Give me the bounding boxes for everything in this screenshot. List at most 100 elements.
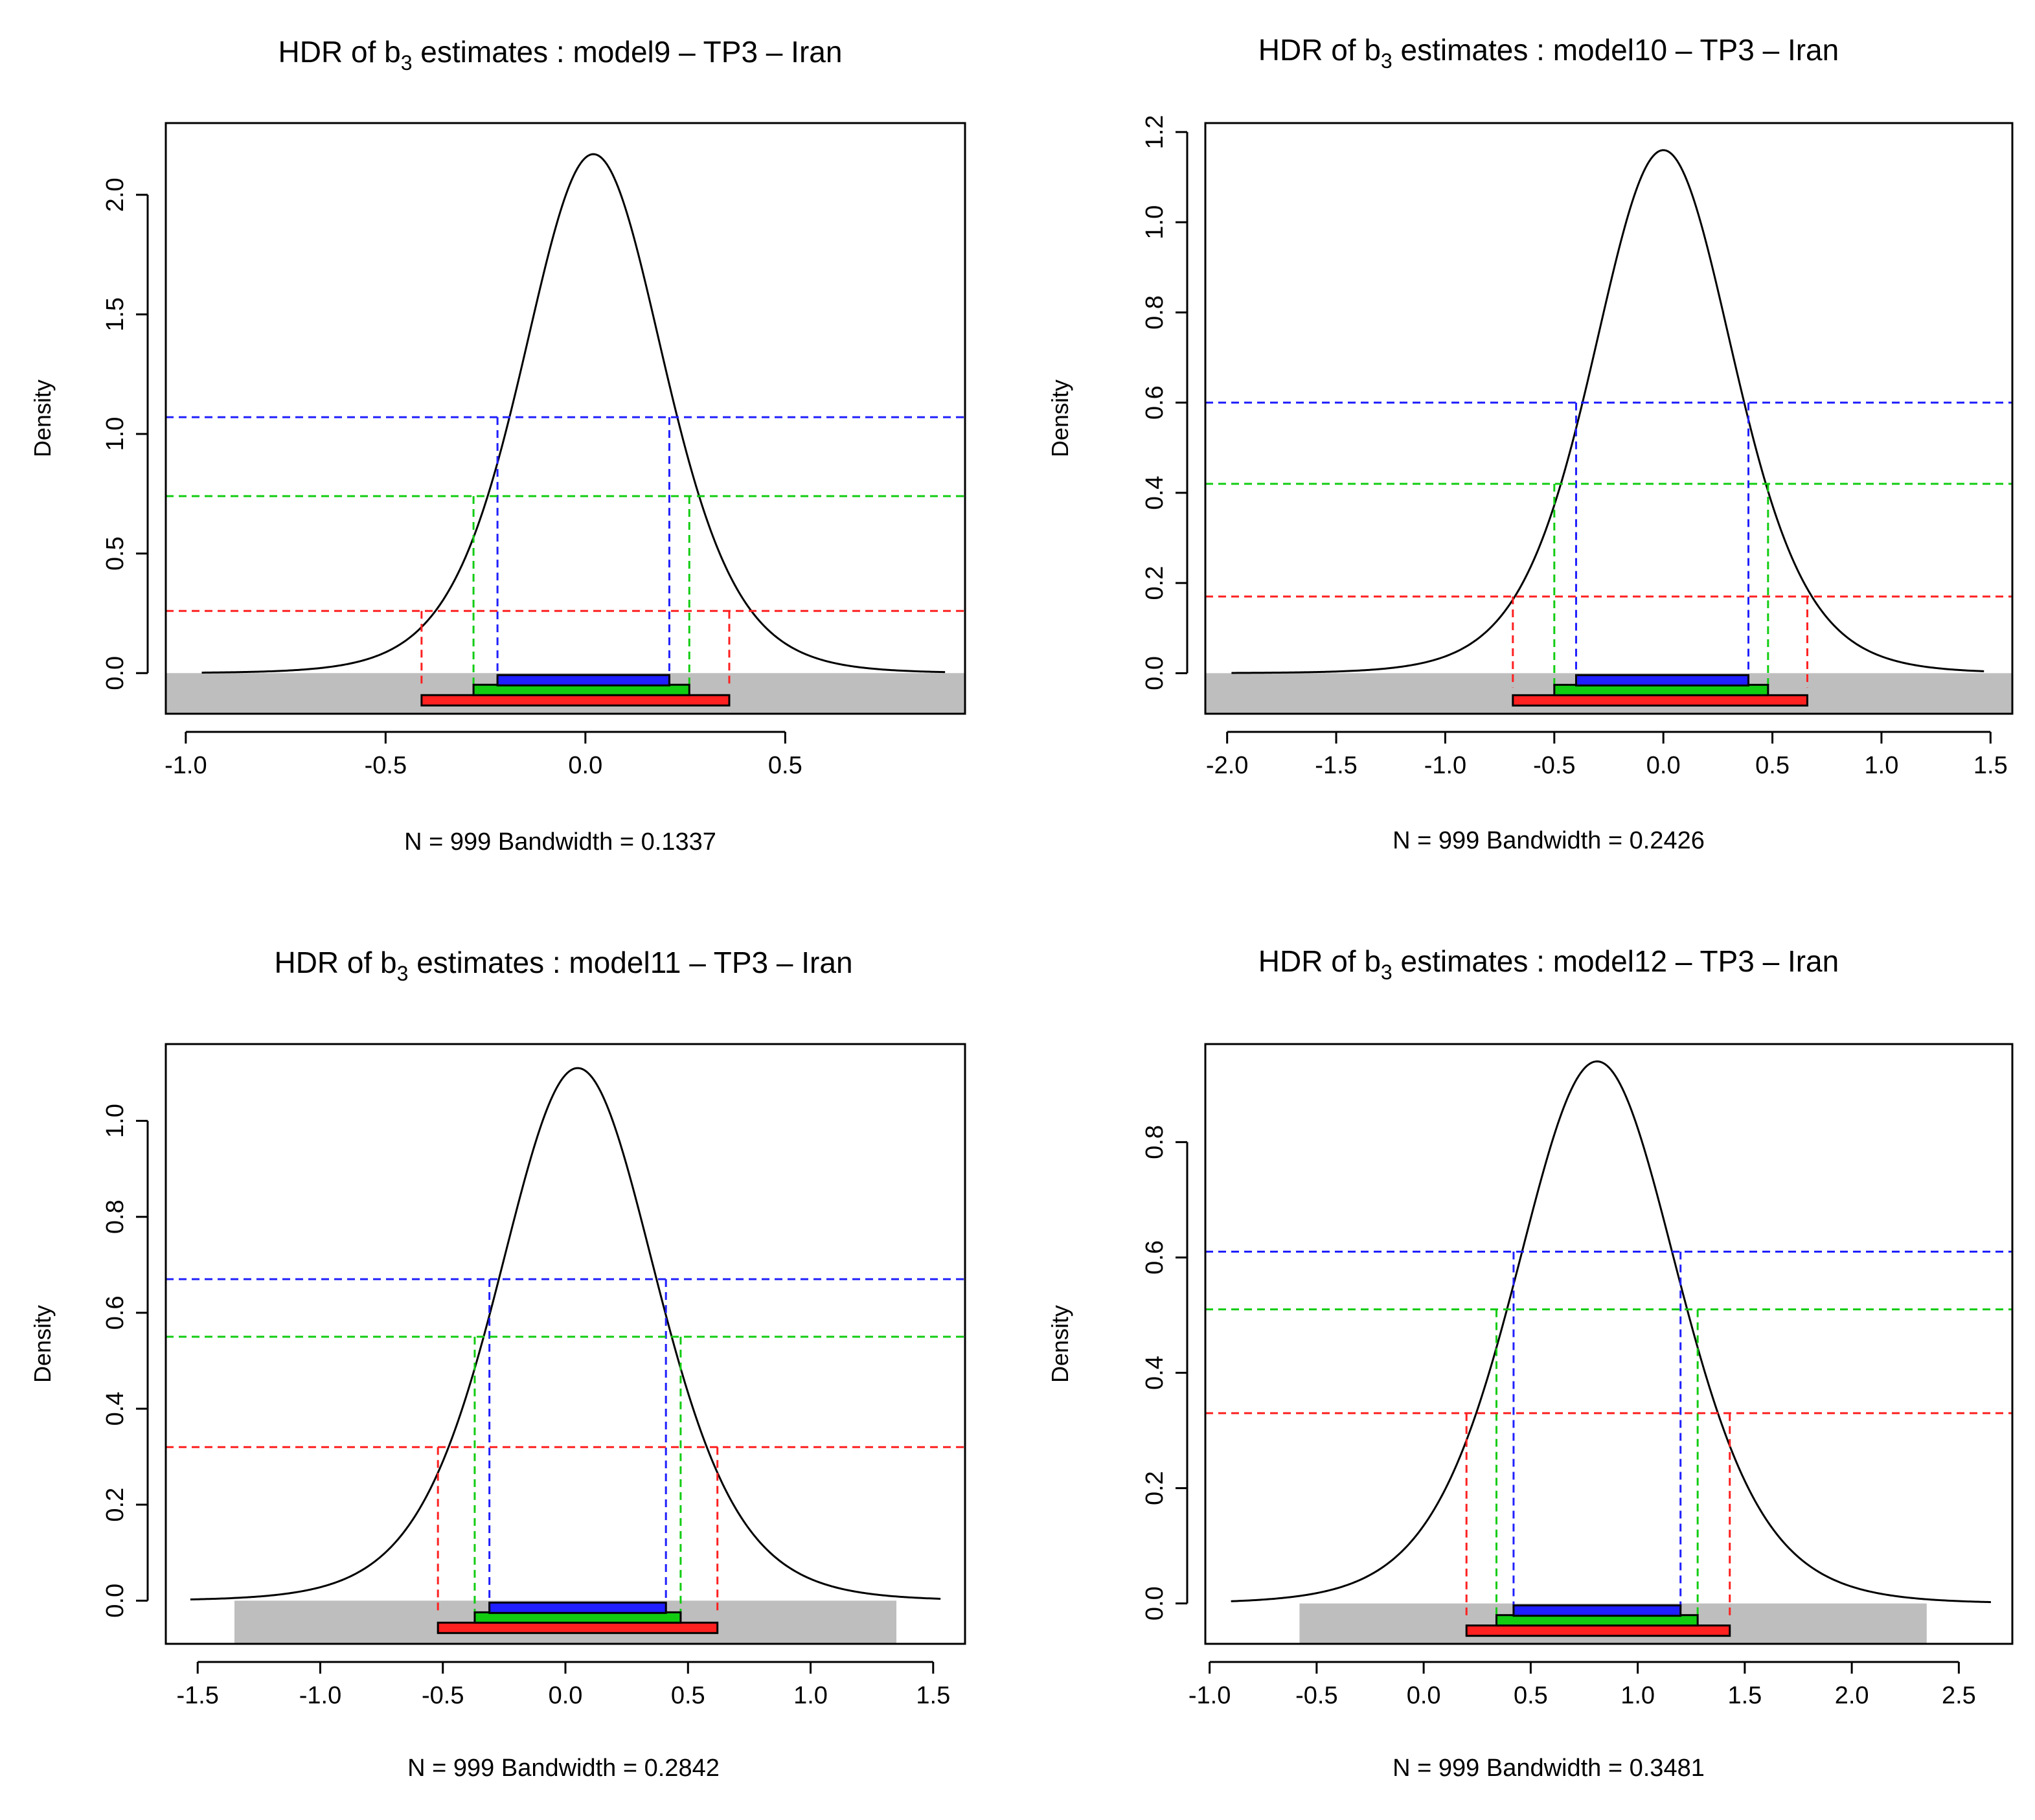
chart-title-subscript: 3	[397, 962, 409, 985]
y-tick-label: 0.6	[1141, 385, 1168, 420]
x-tick-label: -1.0	[165, 752, 207, 779]
chart-title-suffix: estimates : model12 – TP3 – Iran	[1393, 944, 1839, 978]
x-axis: -1.5 -1.0 -0.5 0.0 0.5 1.0 1.5	[176, 1661, 950, 1709]
y-tick-label: 0.8	[102, 1200, 129, 1234]
x-axis-label: N = 999 Bandwidth = 0.1337	[404, 828, 716, 856]
chart-svg: -1.0 -0.5 0.0 0.5 1.0 1.5 2.0 2.50.00.20.40.60.…	[1047, 944, 2014, 1782]
y-axis: 0.0 0.2 0.4 0.6 0.8	[1141, 1125, 1188, 1621]
y-tick-label: 0.5	[102, 536, 129, 571]
density-curve	[190, 1067, 941, 1600]
x-axis: -1.0 -0.5 0.0 0.5 1.0 1.5 2.0 2.5	[1188, 1661, 1976, 1709]
y-axis: 0.0 0.2 0.4 0.6 0.8 1.0	[102, 1104, 149, 1618]
y-axis-label: Density	[29, 1305, 56, 1383]
plot-area	[166, 1067, 965, 1644]
y-tick-label: 2.0	[102, 177, 129, 212]
chart-title-suffix: estimates : model9 – TP3 – Iran	[413, 35, 843, 69]
chart-title-subscript: 3	[1381, 49, 1393, 73]
hdr-99-bar	[1512, 694, 1808, 707]
y-tick-label: 0.6	[1141, 1240, 1168, 1275]
hdr-50-bar	[1575, 674, 1750, 687]
x-tick-label: 0.0	[549, 1682, 583, 1709]
y-tick-label: 0.4	[102, 1392, 129, 1426]
y-tick-label: 0.8	[1141, 1125, 1168, 1159]
x-tick-label: -0.5	[365, 752, 407, 779]
plot-frame	[165, 122, 966, 715]
y-tick-label: 1.2	[1141, 115, 1168, 150]
panel-model11: -1.5 -1.0 -0.5 0.0 0.5 1.0 1.5 0.0 0.2 0.4 0.6 0.8 1…	[0, 910, 1018, 1820]
chart-title-subscript: 3	[401, 51, 413, 74]
hdr-50-bar	[496, 674, 670, 687]
density-curve	[1231, 149, 1984, 674]
x-tick-label: 1.0	[1865, 752, 1899, 779]
density-curve	[201, 153, 946, 674]
y-tick-label: 0.0	[102, 656, 129, 690]
x-tick-label: 0.0	[1407, 1682, 1441, 1709]
hdr-99-bar	[437, 1621, 719, 1634]
chart-svg: -2.0 -1.5 -1.0 -0.5 0.0 0.5 1.0 1.5 0.0 0.2 0.4 0.6…	[1047, 33, 2014, 854]
y-tick-label: 0.4	[1141, 1356, 1168, 1390]
chart-title-prefix: HDR of b	[1258, 944, 1381, 978]
plot-frame	[1204, 1043, 2014, 1645]
x-tick-label: -1.5	[1315, 752, 1357, 779]
x-tick-label: 1.5	[1727, 1682, 1762, 1709]
y-axis-label: Density	[29, 380, 56, 457]
x-axis-label: N = 999 Bandwidth = 0.3481	[1393, 1755, 1705, 1782]
chart-title-prefix: HDR of b	[279, 35, 401, 69]
plot-frame	[1204, 122, 2014, 715]
x-axis-label: N = 999 Bandwidth = 0.2842	[407, 1755, 720, 1782]
y-tick-label: 0.0	[102, 1584, 129, 1618]
plot-frame	[165, 1043, 966, 1645]
y-tick-label: 0.4	[1141, 475, 1168, 510]
hdr-50-bar	[488, 1601, 667, 1614]
y-axis-label: Density	[1047, 380, 1073, 457]
x-tick-label: -1.0	[1188, 1682, 1231, 1709]
panel-model12: -1.0 -0.5 0.0 0.5 1.0 1.5 2.0 2.5 0.0 0.2 0.4 0.6 0.…	[1018, 910, 2035, 1820]
x-axis-label: N = 999 Bandwidth = 0.2426	[1393, 827, 1705, 854]
y-tick-label: 0.0	[1141, 1586, 1168, 1621]
plot-area	[1205, 149, 2012, 714]
chart-title: HDR of b3 estimates : model10 – TP3 – Ir…	[1258, 33, 1839, 73]
x-tick-label: 2.5	[1942, 1682, 1976, 1709]
y-tick-label: 0.2	[1141, 1471, 1168, 1505]
plot-area	[1205, 1060, 2012, 1644]
y-axis: 0.0 0.5 1.0 1.5 2.0	[102, 177, 149, 690]
y-tick-label: 1.0	[102, 1104, 129, 1138]
y-tick-label: 0.6	[102, 1295, 129, 1330]
x-tick-label: -0.5	[1295, 1682, 1337, 1709]
x-tick-label: -0.5	[1533, 752, 1575, 779]
chart-title-prefix: HDR of b	[1258, 33, 1381, 67]
x-tick-label: -1.0	[1424, 752, 1466, 779]
x-tick-label: 0.0	[568, 752, 602, 779]
chart-svg: -1.5 -1.0 -0.5 0.0 0.5 1.0 1.5 0.0 0.2 0.4 0.6 0.8 1…	[29, 946, 966, 1782]
y-tick-label: 0.2	[1141, 566, 1168, 600]
x-tick-label: -2.0	[1206, 752, 1248, 779]
x-tick-label: -0.5	[422, 1682, 464, 1709]
y-tick-label: 0.0	[1141, 656, 1168, 690]
x-tick-label: 0.5	[768, 752, 802, 779]
x-tick-label: 1.5	[916, 1682, 950, 1709]
x-tick-label: 1.0	[793, 1682, 828, 1709]
x-tick-label: 2.0	[1835, 1682, 1869, 1709]
plot-area	[166, 153, 965, 714]
chart-title: HDR of b3 estimates : model9 – TP3 – Ira…	[279, 35, 843, 74]
panel-model9: -1.0 -0.5 0.0 0.5 0.0 0.5 1.0 1.5 2.0 Density HDR …	[0, 0, 1018, 910]
y-tick-label: 0.2	[102, 1488, 129, 1522]
chart-title-suffix: estimates : model11 – TP3 – Iran	[408, 946, 852, 979]
y-tick-label: 1.0	[1141, 205, 1168, 240]
x-tick-label: 1.5	[1973, 752, 2008, 779]
x-tick-label: 0.5	[1755, 752, 1790, 779]
x-tick-label: 0.5	[1514, 1682, 1548, 1709]
chart-title-subscript: 3	[1381, 961, 1393, 984]
panel-model10: -2.0 -1.5 -1.0 -0.5 0.0 0.5 1.0 1.5 0.0 0.2 0.4 0.6…	[1018, 0, 2035, 910]
y-tick-label: 1.0	[102, 417, 129, 451]
hdr-50-bar	[1512, 1604, 1682, 1617]
density-curve	[1231, 1060, 1991, 1604]
x-tick-label: -1.5	[176, 1682, 218, 1709]
x-axis: -2.0 -1.5 -1.0 -0.5 0.0 0.5 1.0 1.5	[1206, 731, 2008, 779]
x-tick-label: -1.0	[299, 1682, 341, 1709]
x-axis: -1.0 -0.5 0.0 0.5	[165, 731, 802, 779]
x-tick-label: 0.0	[1646, 752, 1681, 779]
chart-title: HDR of b3 estimates : model12 – TP3 – Ir…	[1258, 944, 1839, 984]
chart-title: HDR of b3 estimates : model11 – TP3 – Ir…	[274, 946, 852, 985]
